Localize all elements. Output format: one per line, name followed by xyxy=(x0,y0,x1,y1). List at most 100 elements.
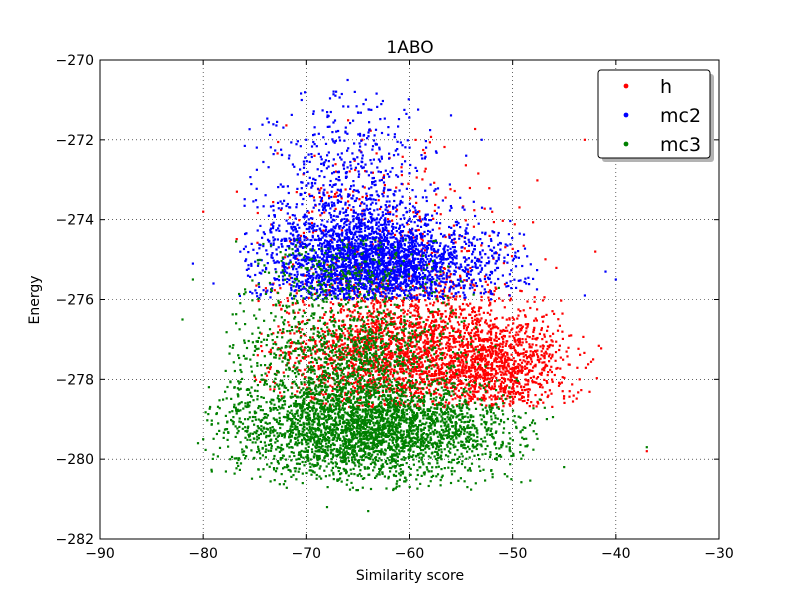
point-h xyxy=(414,138,417,141)
point-h xyxy=(540,328,543,332)
point-h xyxy=(282,371,285,374)
point-mc2 xyxy=(445,280,448,284)
point-h xyxy=(411,314,414,317)
point-h xyxy=(491,387,494,390)
point-mc2 xyxy=(299,236,302,239)
point-h xyxy=(445,346,448,349)
point-h xyxy=(291,382,294,385)
point-h xyxy=(542,401,545,404)
point-h xyxy=(342,376,345,379)
point-h xyxy=(385,376,388,379)
point-h xyxy=(310,395,313,398)
point-h xyxy=(382,368,385,371)
point-mc2 xyxy=(320,291,323,294)
point-h xyxy=(439,273,442,276)
point-h xyxy=(491,349,494,352)
point-h xyxy=(526,402,529,405)
point-h xyxy=(512,397,515,400)
point-mc2 xyxy=(417,219,420,222)
point-h xyxy=(447,303,450,306)
point-h xyxy=(473,332,476,335)
point-h xyxy=(417,300,420,303)
point-mc2 xyxy=(334,258,337,261)
point-h xyxy=(455,386,458,389)
point-h xyxy=(433,373,436,376)
point-h xyxy=(393,364,396,367)
point-h xyxy=(518,206,521,209)
point-h xyxy=(519,310,522,313)
point-h xyxy=(413,325,416,328)
point-h xyxy=(313,292,317,295)
point-mc2 xyxy=(429,277,432,281)
point-h xyxy=(325,402,328,405)
point-mc2 xyxy=(425,289,428,292)
point-mc2 xyxy=(339,254,342,257)
point-mc2 xyxy=(361,201,364,204)
point-mc2 xyxy=(403,256,406,259)
point-h xyxy=(377,300,380,303)
point-h xyxy=(340,339,343,342)
point-h xyxy=(494,349,497,352)
point-h xyxy=(432,342,436,345)
point-h xyxy=(492,350,495,353)
point-h xyxy=(476,368,479,371)
point-h xyxy=(467,304,470,307)
point-h xyxy=(432,330,436,333)
point-h xyxy=(501,316,504,319)
point-h xyxy=(433,181,436,184)
point-h xyxy=(402,333,405,336)
point-h xyxy=(429,348,432,351)
point-h xyxy=(294,361,297,364)
point-h xyxy=(453,372,456,375)
point-h xyxy=(502,367,505,370)
point-h xyxy=(464,365,467,368)
point-h xyxy=(388,377,391,380)
point-h xyxy=(379,306,382,309)
point-h xyxy=(525,363,528,366)
point-h xyxy=(418,359,421,362)
point-h xyxy=(478,324,481,327)
point-h xyxy=(415,201,418,204)
point-h xyxy=(361,195,364,199)
point-h xyxy=(334,193,337,196)
point-h xyxy=(299,342,302,345)
point-h xyxy=(417,313,420,316)
point-h xyxy=(450,325,453,328)
point-h xyxy=(422,341,425,344)
point-h xyxy=(288,351,291,354)
point-h xyxy=(520,385,523,388)
point-h xyxy=(377,199,380,202)
point-h xyxy=(330,377,334,380)
point-h xyxy=(497,337,501,340)
point-h xyxy=(532,335,535,338)
point-h xyxy=(473,288,476,292)
point-h xyxy=(255,284,258,287)
point-h xyxy=(358,315,361,318)
point-h xyxy=(454,312,457,315)
point-h xyxy=(335,333,338,336)
point-h xyxy=(487,330,490,333)
point-mc2 xyxy=(453,229,456,232)
point-h xyxy=(463,327,466,330)
point-h xyxy=(444,310,447,313)
point-h xyxy=(441,312,444,316)
point-h xyxy=(471,390,475,393)
point-h xyxy=(398,326,401,329)
point-h xyxy=(543,366,546,369)
point-h xyxy=(399,367,402,370)
point-h xyxy=(235,238,238,241)
point-h xyxy=(326,263,329,266)
point-h xyxy=(428,382,431,386)
point-mc2 xyxy=(357,238,360,241)
point-h xyxy=(448,331,451,335)
point-h xyxy=(509,346,512,349)
point-h xyxy=(459,274,462,277)
point-mc2 xyxy=(342,211,345,214)
point-mc2 xyxy=(262,289,265,292)
point-h xyxy=(397,389,400,392)
point-h xyxy=(396,396,399,399)
point-h xyxy=(438,282,441,285)
point-h xyxy=(467,350,471,353)
point-h xyxy=(501,343,504,346)
point-h xyxy=(391,334,394,337)
